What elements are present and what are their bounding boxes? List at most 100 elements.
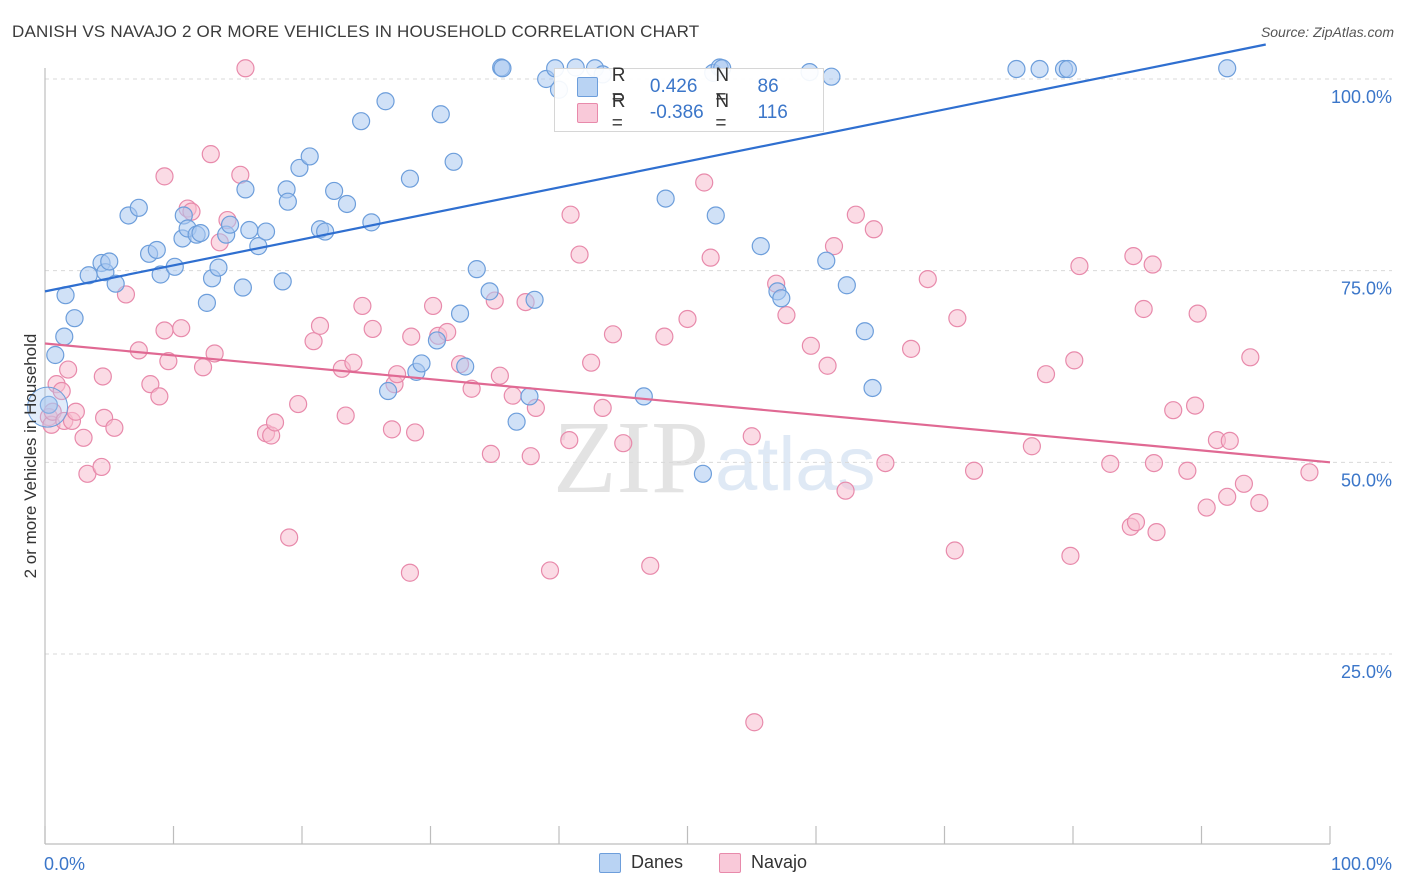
danes-point — [706, 206, 725, 225]
navajo-point — [363, 319, 382, 339]
danes-point — [300, 147, 319, 166]
danes-point — [822, 67, 841, 86]
navajo-point — [304, 332, 323, 351]
danes-point — [467, 260, 486, 279]
danes-point — [817, 251, 836, 270]
watermark: ZIP atlas — [553, 400, 876, 515]
danes-point — [431, 105, 450, 124]
danes-point — [55, 327, 74, 346]
navajo-point — [1134, 299, 1153, 319]
danes-point — [256, 222, 276, 241]
danes-point — [100, 252, 119, 271]
danes-point — [427, 331, 447, 350]
navajo-point — [481, 444, 500, 463]
navajo-point — [280, 528, 299, 547]
navajo-point — [344, 353, 363, 372]
danes-point — [772, 289, 791, 308]
navajo-point — [1065, 351, 1084, 370]
legend-n-label: N = — [715, 65, 730, 108]
navajo-point — [945, 541, 964, 560]
navajo-point — [876, 454, 895, 473]
navajo-point — [503, 386, 522, 405]
y-tick-label: 25.0% — [1341, 662, 1392, 682]
navajo-point — [59, 360, 78, 379]
navajo-point — [824, 237, 844, 256]
danes-point — [151, 265, 170, 284]
navajo-point — [52, 381, 71, 401]
navajo-point — [901, 339, 921, 358]
source-label: Source: ZipAtlas.com — [1260, 24, 1394, 40]
navajo-point — [614, 434, 633, 453]
navajo-point — [846, 205, 865, 224]
navajo-point — [836, 481, 855, 500]
danes-point — [656, 189, 675, 208]
navajo-point — [155, 321, 174, 340]
navajo-point — [655, 327, 674, 346]
navajo-point — [918, 270, 937, 289]
danes-point — [278, 192, 297, 211]
navajo-point — [201, 145, 220, 164]
danes-point — [855, 322, 874, 341]
navajo-point — [155, 167, 174, 186]
navajo-point — [864, 220, 883, 239]
series-danes — [27, 58, 1237, 483]
danes-point — [1007, 59, 1026, 79]
navajo-point — [92, 457, 111, 477]
navajo-point — [1241, 348, 1260, 367]
danes-point — [46, 345, 65, 365]
navajo-point — [1218, 487, 1237, 506]
danes-point — [1218, 59, 1237, 78]
legend-swatch-danes — [598, 852, 621, 873]
danes-point — [337, 194, 357, 214]
legend-r-value: 0.426 — [649, 76, 698, 97]
navajo-point — [1188, 304, 1207, 323]
navajo-point — [402, 327, 421, 346]
danes-point — [525, 290, 544, 309]
navajo-point — [1143, 255, 1162, 274]
danes-point — [863, 378, 882, 398]
danes-point — [693, 464, 713, 483]
navajo-point — [1101, 454, 1120, 473]
legend-n-value: 116 — [757, 102, 788, 123]
danes-point — [352, 112, 371, 131]
danes-point — [362, 213, 381, 232]
watermark-zip: ZIP — [553, 400, 709, 515]
danes-point — [240, 220, 259, 240]
legend-item-navajo[interactable]: Navajo — [719, 852, 807, 873]
danes-point — [233, 278, 252, 297]
legend-item-danes[interactable]: Danes — [598, 852, 683, 873]
navajo-point — [745, 713, 764, 732]
legend-r-label: R = — [611, 65, 626, 108]
legend-label-danes: Danes — [630, 852, 683, 872]
danes-point — [209, 258, 228, 277]
danes-point — [273, 272, 292, 291]
navajo-point — [336, 406, 355, 425]
danes-point — [65, 309, 84, 328]
legend-r-label: R = — [611, 91, 626, 134]
navajo-point — [521, 447, 540, 466]
navajo-point — [405, 423, 425, 442]
navajo-point — [490, 366, 509, 385]
navajo-point — [1070, 256, 1089, 276]
navajo-point — [1185, 396, 1205, 415]
navajo-point — [289, 394, 308, 414]
navajo-point — [1126, 513, 1146, 532]
y-tick-label: 75.0% — [1341, 279, 1392, 299]
navajo-point — [1220, 431, 1239, 450]
legend-swatch-danes — [577, 77, 598, 97]
navajo-point — [540, 561, 560, 580]
legend-swatch-navajo — [719, 852, 741, 873]
navajo-point — [105, 418, 124, 437]
danes-point — [507, 412, 526, 431]
navajo-point — [1234, 474, 1254, 493]
navajo-point — [159, 352, 178, 371]
navajo-point — [172, 319, 191, 338]
danes-point — [400, 169, 420, 188]
danes-point — [220, 215, 240, 234]
danes-point — [129, 198, 148, 217]
navajo-point — [593, 398, 612, 417]
axes — [44, 68, 1331, 845]
danes-point — [751, 237, 770, 256]
legend-n-label: N = — [715, 91, 730, 134]
